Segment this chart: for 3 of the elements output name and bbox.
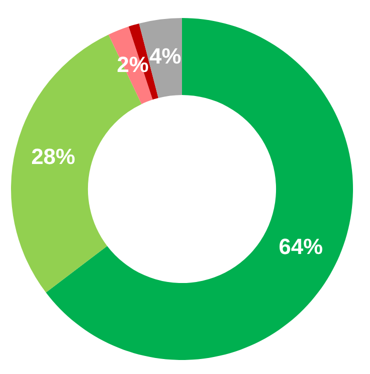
data-label: 64% <box>278 234 323 259</box>
data-label: 4% <box>149 44 182 69</box>
data-label: 28% <box>31 144 76 169</box>
